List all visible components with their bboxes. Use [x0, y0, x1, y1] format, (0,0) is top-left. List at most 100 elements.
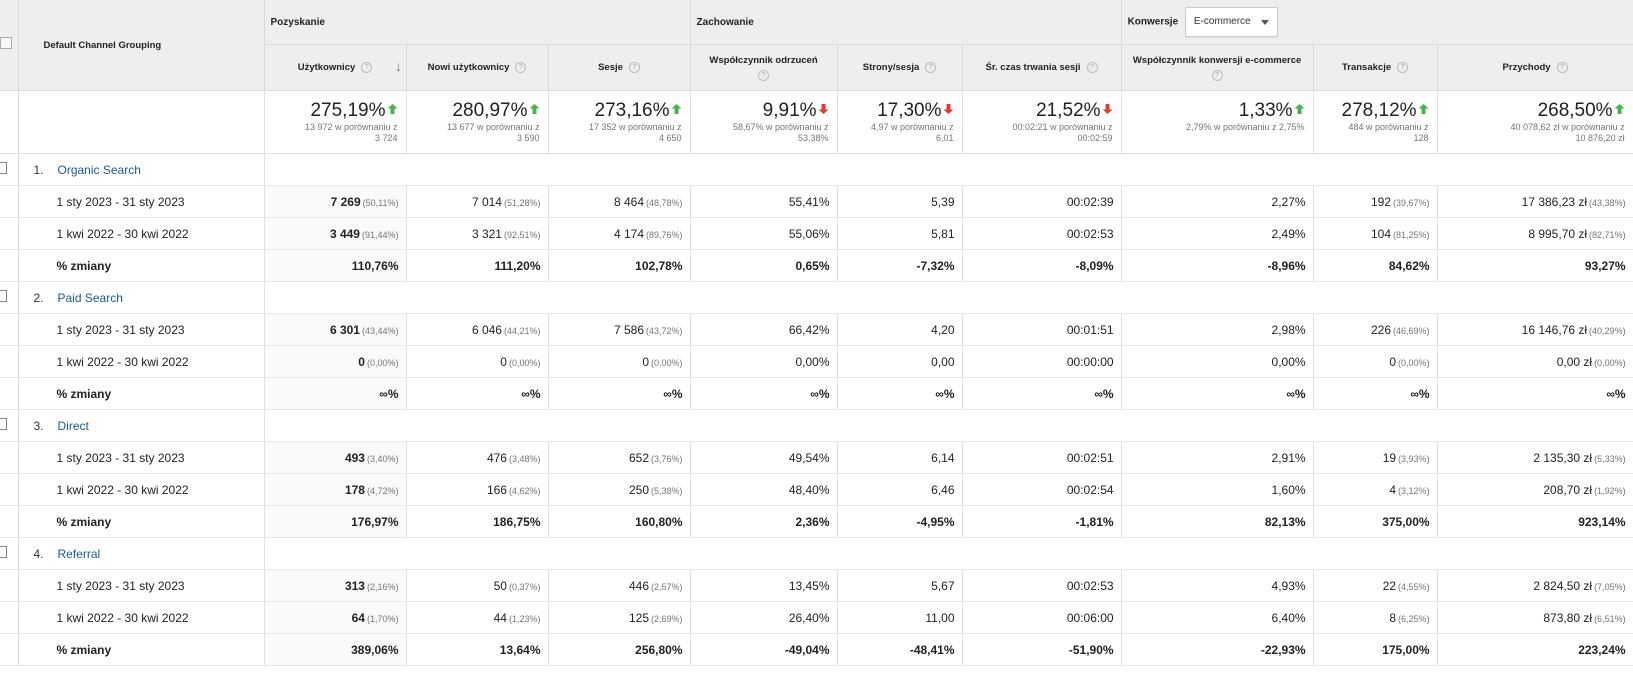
metric-cell: 226 (46,69%) [1313, 313, 1438, 346]
metric-share: (6,25%) [1398, 613, 1430, 624]
metric-value: 0 [358, 354, 365, 369]
metric-share: (50,11%) [362, 197, 399, 208]
row-checkbox[interactable] [0, 161, 7, 174]
group-conversions: Konwersje E-commerce [1121, 0, 1633, 45]
help-icon[interactable]: ? [628, 61, 640, 73]
summary-compare: 58,67% w porównaniu z [732, 122, 829, 132]
row-checkbox[interactable] [0, 545, 7, 558]
summary-compare: 40 078,62 zł w porównaniu z [1510, 122, 1625, 132]
channel-name-cell[interactable]: 2. Paid Search [18, 281, 265, 314]
channel-row[interactable]: 3. Direct [0, 409, 1633, 442]
metric-cell: 178 (4,72%) [264, 473, 407, 506]
metric-cell: 2,27% [1121, 185, 1314, 218]
metric-value: 2,91% [1271, 450, 1306, 465]
metric-cell: 64 (1,70%) [264, 601, 407, 634]
row-checkbox[interactable] [0, 289, 7, 302]
metric-share: (1,70%) [366, 613, 399, 624]
metric-share: (0,00%) [508, 357, 541, 368]
channel-name-link[interactable]: Referral [57, 546, 101, 561]
metric-cell: 0 (0,00%) [548, 345, 691, 378]
column-header-ecommerce-conversion-rate[interactable]: Współczynnik konwersji e-commerce? [1121, 44, 1314, 91]
help-icon[interactable]: ? [758, 69, 770, 81]
row-spacer [0, 473, 19, 506]
metric-cell: 111,20% [406, 249, 549, 282]
metric-share: (1,23%) [508, 613, 541, 624]
column-header-avg-session-duration[interactable]: Śr. czas trwania sesji? [962, 44, 1122, 91]
metric-cell: 375,00% [1313, 505, 1438, 538]
metric-value: 64 [351, 610, 365, 625]
column-header-sessions[interactable]: Sesje? [548, 44, 691, 91]
help-icon[interactable]: ? [1086, 61, 1098, 73]
metric-value: ∞% [379, 386, 399, 401]
column-header-revenue[interactable]: Przychody? [1437, 44, 1633, 91]
summary-pct: 17,30% [838, 100, 954, 122]
metric-cell: 250 (5,38%) [548, 473, 691, 506]
summary-cb-cell [0, 90, 19, 154]
date-range-row: 1 sty 2023 - 31 sty 2023 493 (3,40%) 476 (3,… [0, 441, 1633, 474]
sort-descending-icon[interactable]: ↓ [395, 59, 402, 74]
channel-name-link[interactable]: Direct [57, 418, 89, 433]
metric-cell: ∞% [1437, 377, 1633, 410]
column-header-transactions[interactable]: Transakcje? [1313, 44, 1438, 91]
metric-value: 0,00 [931, 354, 955, 369]
metric-value: ∞% [1286, 386, 1306, 401]
trend-down-icon [818, 104, 829, 114]
channel-name-cell[interactable]: 4. Referral [18, 537, 265, 570]
metric-cell: 2 135,30 zł (5,33%) [1437, 441, 1633, 474]
metric-share: (92,51%) [503, 229, 541, 240]
metric-share: (81,25%) [1393, 229, 1430, 240]
metric-cell: -22,93% [1121, 633, 1314, 666]
metric-cell: 223,24% [1437, 633, 1633, 666]
dimension-header[interactable]: Default Channel Grouping [18, 0, 265, 91]
help-icon[interactable]: ? [361, 61, 373, 73]
metric-cell: 5,39 [837, 185, 963, 218]
channel-name-cell[interactable]: 3. Direct [18, 409, 265, 442]
column-header-bounce-rate[interactable]: Współczynnik odrzuceń? [690, 44, 838, 91]
row-spacer [0, 633, 19, 666]
metric-value: 166 [486, 482, 507, 497]
channel-name-cell[interactable]: 1. Organic Search [18, 153, 265, 186]
help-icon[interactable]: ? [925, 61, 937, 73]
metric-cell: 2,91% [1121, 441, 1314, 474]
channel-name-link[interactable]: Paid Search [57, 290, 123, 305]
help-icon[interactable]: ? [1556, 61, 1568, 73]
metric-cell: 0 (0,00%) [264, 345, 407, 378]
metric-share: (4,62%) [508, 485, 541, 496]
column-header-new-users[interactable]: Nowi użytkownicy? [406, 44, 549, 91]
metric-cell: 176,97% [264, 505, 407, 538]
metric-value: 00:02:51 [1066, 450, 1114, 465]
metric-value: 8 464 [613, 194, 644, 209]
metric-value: 178 [344, 482, 365, 497]
metric-cell: 493 (3,40%) [264, 441, 407, 474]
metric-value: 26,40% [788, 610, 830, 625]
column-header-users[interactable]: Użytkownicy? ↓ [264, 44, 407, 91]
metric-cell: 1,60% [1121, 473, 1314, 506]
select-all-checkbox[interactable] [0, 37, 13, 49]
metric-cell: 19 (3,93%) [1313, 441, 1438, 474]
metric-value: 125 [628, 610, 650, 625]
summary-pct: 268,50% [1438, 100, 1625, 122]
channel-row[interactable]: 2. Paid Search [0, 281, 1633, 314]
row-spacer [0, 217, 19, 250]
help-icon[interactable]: ? [1397, 61, 1409, 73]
metric-cell: 186,75% [406, 505, 549, 538]
channel-name-link[interactable]: Organic Search [57, 162, 141, 177]
metric-value: 4,93% [1271, 578, 1306, 593]
metric-cell: 00:00:00 [962, 345, 1122, 378]
trend-up-icon [671, 104, 682, 114]
column-header-pages-per-session[interactable]: Strony/sesja? [837, 44, 963, 91]
channel-row[interactable]: 1. Organic Search [0, 153, 1633, 186]
metric-value: 0 [1389, 354, 1397, 369]
help-icon[interactable]: ? [1211, 69, 1223, 81]
channel-row[interactable]: 4. Referral [0, 537, 1633, 570]
metric-value: 0 [642, 354, 650, 369]
group-conversions-label: Konwersje [1127, 16, 1179, 28]
conversion-type-dropdown[interactable]: E-commerce [1184, 7, 1278, 37]
metric-value: 13,64% [499, 642, 541, 657]
row-checkbox[interactable] [0, 417, 7, 430]
metric-value: 2 824,50 zł [1533, 578, 1593, 593]
help-icon[interactable]: ? [515, 61, 527, 73]
metric-cell: 82,13% [1121, 505, 1314, 538]
